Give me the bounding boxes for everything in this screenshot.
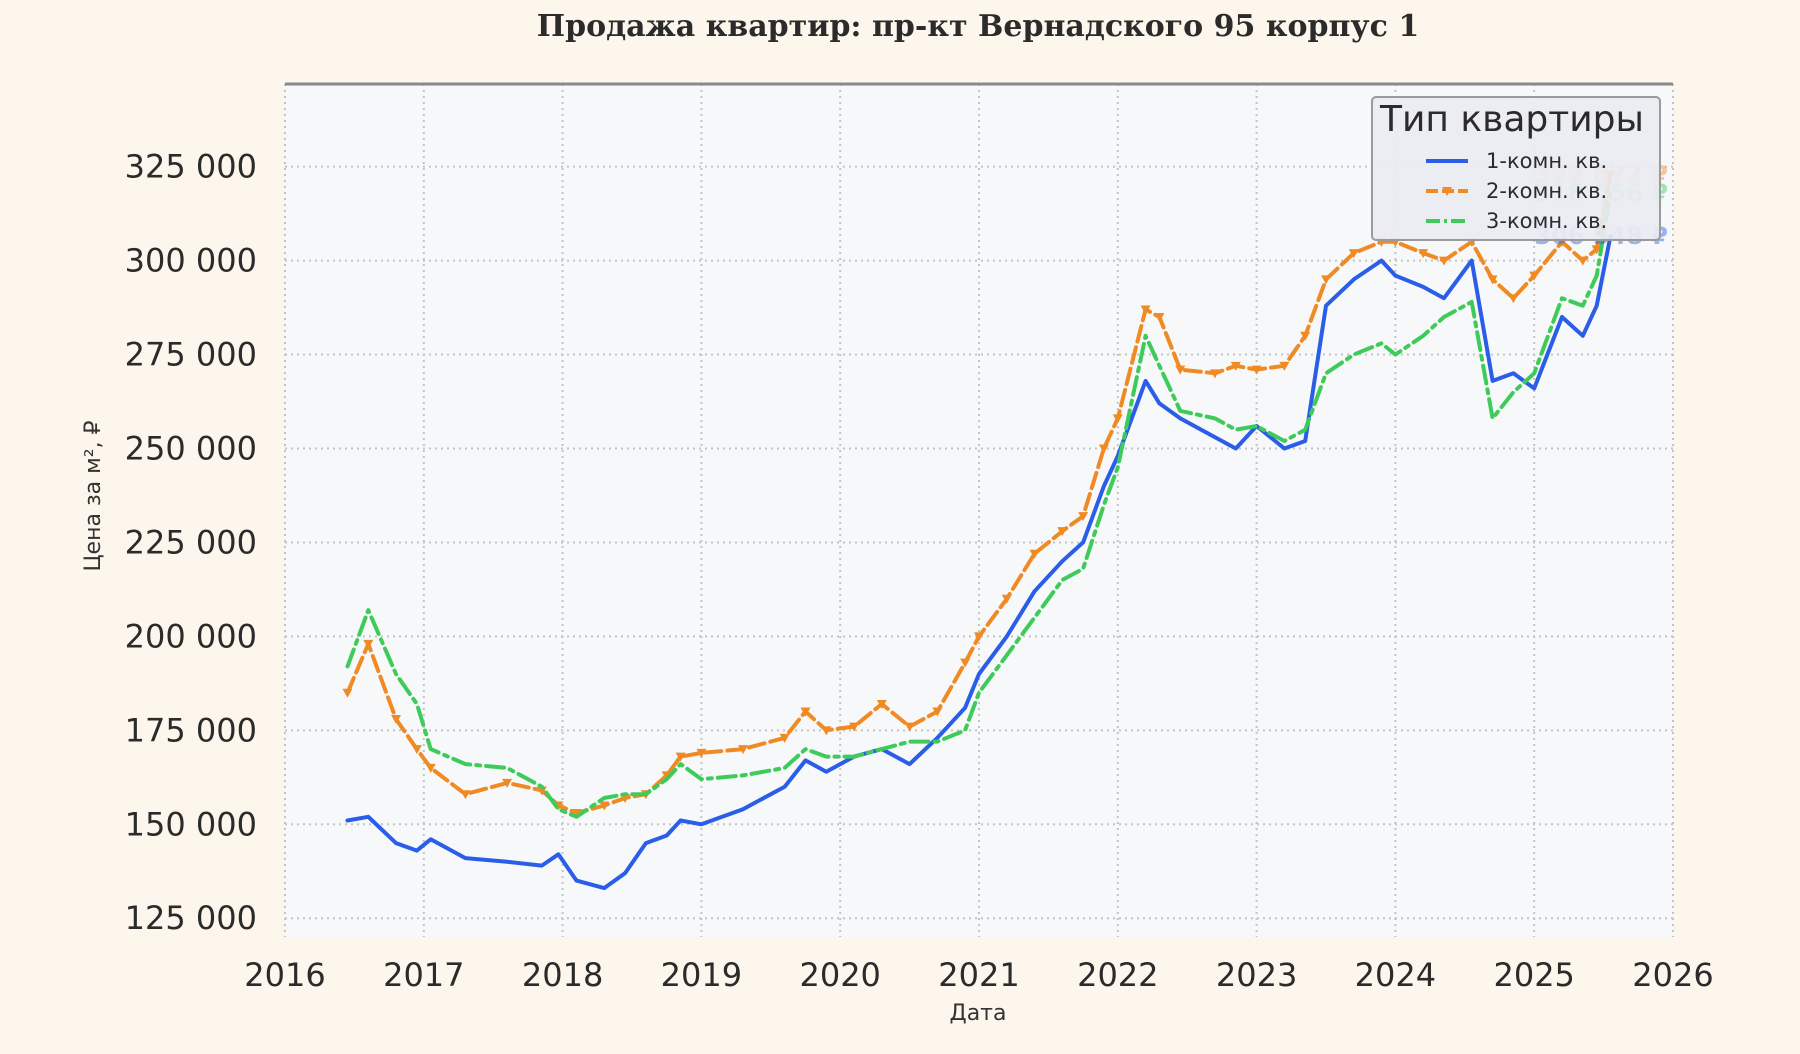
series-marker	[974, 632, 984, 642]
legend-label-2: 2-комн. кв.	[1486, 179, 1607, 203]
x-tick-label: 2019	[661, 956, 742, 994]
x-tick-label: 2024	[1355, 956, 1436, 994]
x-tick-label: 2016	[244, 956, 325, 994]
series-marker	[363, 639, 374, 649]
legend: Тип квартиры 1-комн. кв. 2-комн. кв. 3-ком…	[1371, 96, 1661, 241]
series-marker	[1508, 294, 1519, 304]
series-marker	[1140, 305, 1151, 315]
x-tick-label: 2022	[1077, 956, 1158, 994]
series-marker	[1418, 249, 1429, 259]
series-marker	[1529, 271, 1540, 281]
series-marker	[425, 763, 436, 773]
series-marker	[342, 688, 353, 698]
series-marker	[411, 745, 422, 755]
series-marker	[599, 801, 610, 811]
series-marker	[876, 700, 887, 710]
series-marker	[821, 726, 832, 736]
y-axis-label: Цена за м², ₽	[81, 420, 106, 571]
series-marker	[1001, 594, 1012, 604]
y-tick-label: 275 000	[125, 336, 257, 374]
series-marker	[1057, 527, 1068, 537]
y-tick-label: 300 000	[125, 242, 257, 280]
series-line-3	[345, 190, 1613, 819]
series-marker	[1112, 414, 1123, 424]
y-tick-label: 125 000	[125, 899, 257, 937]
x-axis-label: Дата	[950, 1001, 1007, 1026]
series-marker	[1209, 369, 1220, 379]
legend-label-3: 3-комн. кв.	[1486, 209, 1607, 233]
series-marker	[1487, 275, 1498, 285]
series-marker	[1300, 331, 1311, 341]
y-tick-label: 250 000	[125, 429, 257, 467]
legend-label-1: 1-комн. кв.	[1486, 149, 1607, 173]
y-tick-label: 200 000	[125, 617, 257, 655]
x-tick-label: 2020	[799, 956, 880, 994]
grid-lines	[284, 84, 1674, 937]
series-marker	[1078, 512, 1089, 522]
series-marker	[1438, 256, 1449, 266]
x-tick-label: 2018	[522, 956, 603, 994]
series-lines	[342, 170, 1616, 891]
series-marker	[1029, 549, 1040, 559]
y-tick-label: 225 000	[125, 523, 257, 561]
series-marker	[391, 715, 402, 725]
series-marker	[738, 745, 749, 755]
x-axis-tick-labels: 2016 2017 2018 2019 2020 2021 2022 2023 2024 2025…	[244, 956, 1713, 994]
series-marker	[904, 722, 915, 732]
series-marker	[779, 733, 790, 743]
series-marker	[1591, 245, 1602, 255]
legend-entries: 1-комн. кв. 2-комн. кв. 3-комн. кв.	[1426, 149, 1607, 233]
series-marker	[1098, 444, 1109, 454]
series-marker	[1279, 361, 1290, 371]
series-marker	[1251, 365, 1262, 375]
y-tick-label: 325 000	[125, 148, 257, 186]
chart-title: Продажа квартир: пр-кт Вернадского 95 ко…	[537, 9, 1419, 44]
series-marker	[1348, 249, 1359, 259]
series-marker	[571, 808, 582, 818]
x-tick-label: 2025	[1493, 956, 1574, 994]
y-axis-tick-labels: 125 000 150 000 175 000 200 000 225 000 250 0…	[125, 148, 257, 938]
legend-title: Тип квартиры	[1379, 99, 1644, 140]
x-tick-label: 2021	[938, 956, 1019, 994]
x-tick-label: 2017	[383, 956, 464, 994]
x-tick-label: 2023	[1216, 956, 1297, 994]
series-marker	[960, 658, 971, 668]
legend-box	[1371, 96, 1661, 241]
series-marker	[460, 790, 471, 800]
series-marker	[1321, 275, 1331, 285]
series-marker	[696, 748, 707, 758]
legend-marker	[1442, 187, 1452, 196]
series-marker	[502, 778, 513, 788]
series-marker	[675, 752, 686, 762]
series-marker	[1175, 365, 1186, 375]
series-marker	[849, 722, 860, 732]
series-line-1	[345, 234, 1613, 891]
series-marker	[800, 707, 811, 717]
series-marker	[932, 707, 943, 717]
x-tick-label: 2026	[1632, 956, 1713, 994]
series-marker	[1154, 312, 1165, 322]
y-tick-label: 175 000	[125, 711, 257, 749]
y-tick-label: 150 000	[125, 805, 257, 843]
series-marker	[1577, 256, 1588, 266]
series-marker	[1230, 361, 1241, 371]
